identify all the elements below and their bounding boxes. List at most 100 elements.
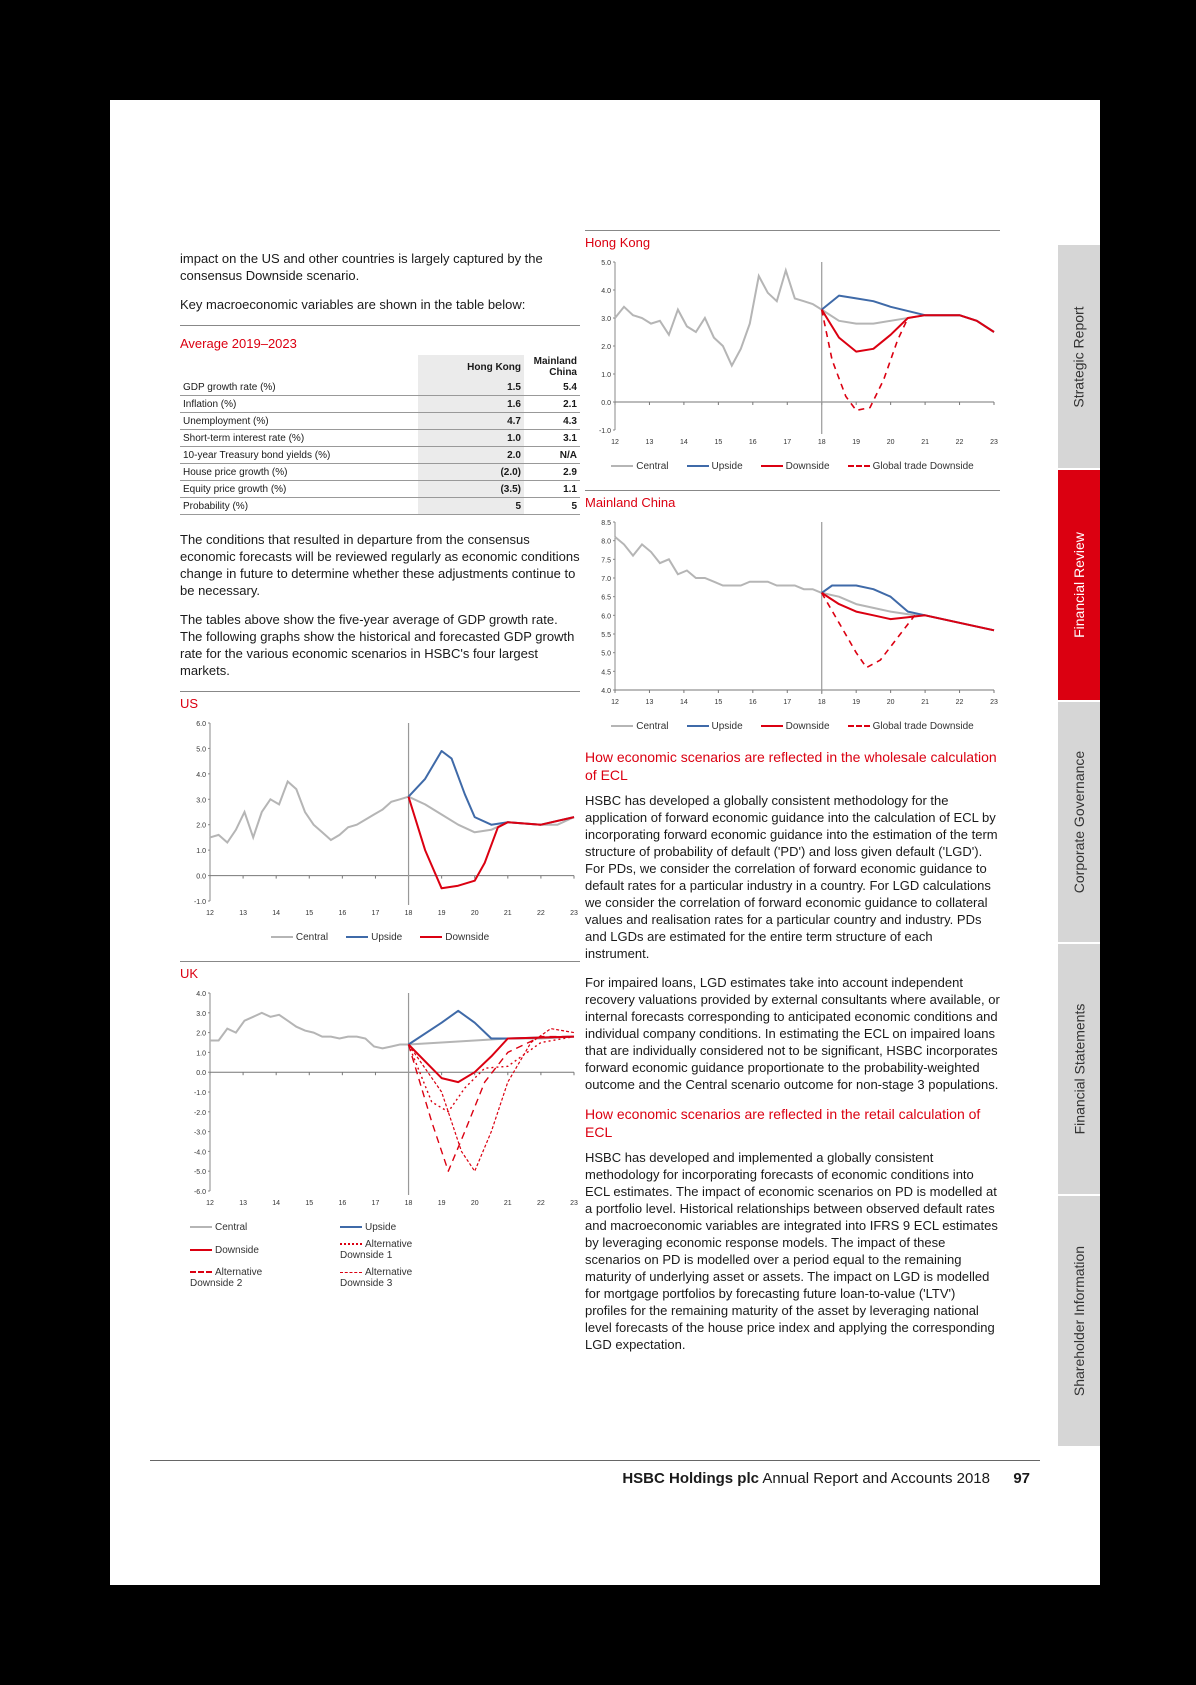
- cn-value: 5: [524, 497, 580, 515]
- legend-central: Central: [611, 461, 669, 472]
- x-tick-label: 17: [372, 1200, 380, 1207]
- tab-financial-statements[interactable]: Financial Statements: [1058, 944, 1100, 1196]
- footer-report-title: Annual Report and Accounts 2018: [762, 1470, 990, 1487]
- series-downside: [820, 309, 995, 353]
- tab-strategic-report[interactable]: Strategic Report: [1058, 245, 1100, 470]
- hk-gdp-chart: -1.0 0.0 1.0 2.0 3.0 4.0 5.0 12 13 14 15 16 17 18 19 20…: [599, 260, 998, 446]
- uk-gdp-chart: -6.0 -5.0 -4.0 -3.0 -2.0 -1.0 0.0 1.0 2.0 3.0 4.0 1…: [194, 991, 578, 1207]
- retail-paragraph: HSBC has developed and implemented a glo…: [585, 1150, 998, 1352]
- row-label: House price growth (%): [180, 463, 418, 481]
- china-legend: Central Upside Downside Global trade Dow…: [585, 721, 1000, 732]
- x-tick-label: 17: [783, 699, 791, 706]
- x-tick-label: 23: [570, 1200, 578, 1207]
- row-label: Probability (%): [180, 497, 418, 515]
- legend-alt3: Alternative Downside 3: [340, 1267, 413, 1289]
- x-tick-label: 13: [239, 1200, 247, 1207]
- x-tick-label: 15: [305, 910, 313, 917]
- x-tick-label: 20: [887, 439, 895, 446]
- hk-value: 2.0: [418, 446, 524, 464]
- hk-value: (3.5): [418, 480, 524, 498]
- y-tick-label: -2.0: [194, 1110, 206, 1117]
- legend-downside: Downside: [760, 461, 830, 472]
- series-central: [821, 308, 995, 333]
- y-tick-label: 8.0: [601, 539, 611, 546]
- y-tick-label: 3.0: [196, 797, 206, 804]
- intro-paragraph-1: impact on the US and other countries is …: [180, 251, 543, 283]
- x-tick-label: 23: [990, 439, 998, 446]
- report-page: impact on the US and other countries is …: [110, 100, 1100, 1585]
- x-tick-label: 20: [471, 910, 479, 917]
- legend-alt2: Alternative Downside 2: [190, 1267, 263, 1289]
- x-tick-label: 19: [852, 439, 860, 446]
- table-title: Average 2019–2023: [180, 336, 297, 351]
- wholesale-paragraph-2: For impaired loans, LGD estimates take i…: [585, 975, 1000, 1092]
- x-tick-label: 16: [338, 910, 346, 917]
- y-tick-label: 2.0: [601, 344, 611, 351]
- legend-upside: Upside: [340, 1222, 450, 1233]
- uk-legend: Central Upside Downside Alternative Down…: [180, 1222, 580, 1289]
- history-line: [210, 1011, 409, 1050]
- x-tick-label: 14: [272, 910, 280, 917]
- tab-financial-review[interactable]: Financial Review: [1058, 470, 1100, 702]
- y-tick-label: 0.0: [196, 874, 206, 881]
- y-tick-label: 4.0: [196, 991, 206, 998]
- x-tick-label: 14: [272, 1200, 280, 1207]
- legend-upside: Upside: [686, 721, 743, 732]
- y-tick-label: -6.0: [194, 1189, 206, 1196]
- y-tick-label: 2.0: [196, 823, 206, 830]
- legend-global: Global trade Downside: [847, 461, 974, 472]
- row-label: Unemployment (%): [180, 412, 418, 430]
- chart-title-china: Mainland China: [585, 495, 676, 510]
- tab-corporate-governance[interactable]: Corporate Governance: [1058, 702, 1100, 944]
- series-global-trade-downside: [820, 309, 909, 412]
- x-tick-label: 21: [504, 910, 512, 917]
- chart-title-us: US: [180, 696, 199, 711]
- y-tick-label: -4.0: [194, 1149, 206, 1156]
- retail-heading: How economic scenarios are reflected in …: [585, 1106, 981, 1140]
- row-label: Inflation (%): [180, 395, 418, 413]
- x-tick-label: 16: [749, 439, 757, 446]
- left-column: impact on the US and other countries is …: [180, 250, 580, 1289]
- x-tick-label: 13: [239, 910, 247, 917]
- y-tick-label: 3.0: [196, 1011, 206, 1018]
- series-downside: [407, 796, 575, 890]
- cn-value: 3.1: [524, 429, 580, 447]
- series-central: [408, 795, 575, 834]
- page-number: 97: [1013, 1470, 1030, 1487]
- table-header-hk: Hong Kong: [418, 355, 524, 379]
- x-tick-label: 15: [714, 699, 722, 706]
- cn-value: 2.1: [524, 395, 580, 413]
- y-tick-label: 5.0: [196, 746, 206, 753]
- x-tick-label: 21: [921, 699, 929, 706]
- y-tick-label: 4.5: [601, 669, 611, 676]
- y-tick-label: 0.0: [196, 1070, 206, 1077]
- series-global-trade-downside: [821, 592, 916, 669]
- y-tick-label: 6.0: [601, 613, 611, 620]
- legend-downside: Downside: [420, 932, 489, 943]
- x-tick-label: 12: [611, 699, 619, 706]
- cn-value: 1.1: [524, 480, 580, 498]
- cn-value: 2.9: [524, 463, 580, 481]
- x-tick-label: 17: [372, 910, 380, 917]
- x-tick-label: 19: [438, 1200, 446, 1207]
- y-tick-label: 6.0: [196, 721, 206, 728]
- tab-shareholder-information[interactable]: Shareholder Information: [1058, 1196, 1100, 1448]
- y-tick-label: 4.0: [601, 688, 611, 695]
- series-downside: [407, 1035, 575, 1084]
- intro-paragraph-2: Key macroeconomic variables are shown in…: [180, 297, 526, 312]
- x-tick-label: 17: [783, 439, 791, 446]
- y-tick-label: -1.0: [194, 899, 206, 906]
- x-tick-label: 19: [852, 699, 860, 706]
- series-alternative-downside-1: [407, 1035, 575, 1113]
- y-tick-label: 1.0: [196, 1050, 206, 1057]
- history-line: [209, 779, 409, 844]
- y-tick-label: 7.0: [601, 576, 611, 583]
- row-label: GDP growth rate (%): [180, 379, 418, 396]
- hk-value: 1.5: [418, 379, 524, 396]
- chart-title-uk: UK: [180, 966, 199, 981]
- legend-downside: Downside: [190, 1245, 300, 1256]
- x-tick-label: 16: [749, 699, 757, 706]
- hk-value: 4.7: [418, 412, 524, 430]
- legend-central: Central: [270, 932, 328, 943]
- us-gdp-chart: -1.0 0.0 1.0 2.0 3.0 4.0 5.0 6.0 12 13 14 15 16 17 18 1…: [194, 721, 578, 917]
